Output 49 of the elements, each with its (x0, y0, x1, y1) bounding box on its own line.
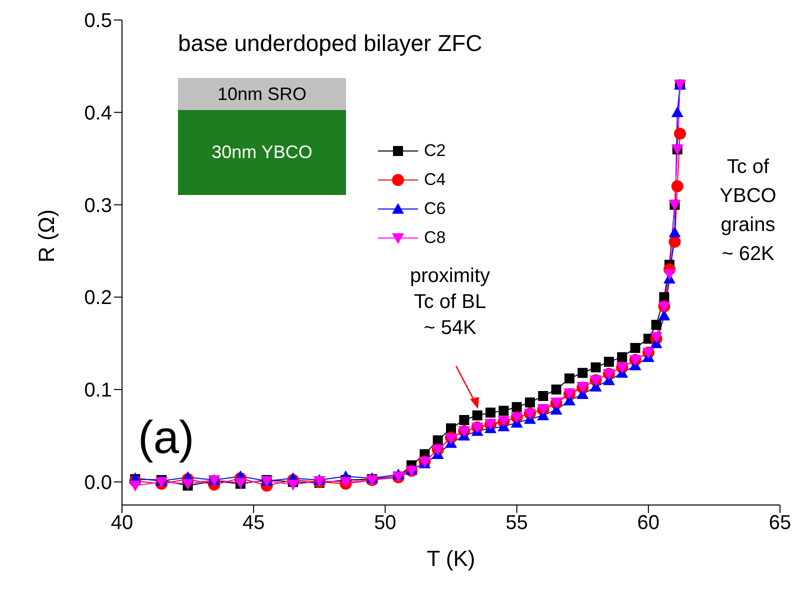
annotation: 10nm SRO (178, 78, 346, 110)
point (578, 368, 588, 378)
point (668, 226, 681, 238)
point (658, 310, 670, 320)
point (651, 320, 662, 330)
point (564, 373, 574, 384)
point (551, 384, 562, 395)
annotation: (a) (138, 410, 194, 464)
point (617, 352, 628, 362)
annotation: Tc of YBCO grains ~ 62K (718, 155, 778, 267)
point (538, 390, 548, 401)
legend-label: C6 (424, 198, 446, 218)
point (524, 397, 535, 408)
y-tick-label: 0.5 (84, 10, 112, 32)
y-tick-label: 0.1 (84, 380, 112, 402)
legend-label: C2 (424, 140, 446, 160)
annotation: base underdoped bilayer ZFC (178, 30, 482, 57)
point (485, 408, 496, 418)
y-tick-label: 0.3 (84, 194, 112, 217)
point (590, 362, 601, 372)
x-tick-label: 50 (374, 512, 396, 534)
point (674, 128, 686, 140)
point (512, 402, 522, 412)
x-tick-label: 65 (768, 512, 792, 534)
point (671, 106, 684, 118)
y-tick-label: 0.2 (84, 287, 112, 310)
x-axis-title: T (K) (426, 546, 476, 571)
x-tick-label: 45 (242, 512, 265, 534)
x-tick-label: 60 (637, 512, 660, 534)
point (459, 415, 470, 426)
point (663, 269, 676, 280)
y-axis-title: R (Ω) (34, 209, 59, 262)
legend-label: C8 (424, 228, 446, 248)
y-tick-label: 0.4 (84, 102, 112, 124)
annotation: 30nm YBCO (178, 110, 346, 195)
y-tick-label: 0.0 (84, 472, 112, 494)
point (129, 480, 142, 492)
point (604, 356, 614, 367)
legend-label: C4 (424, 170, 446, 190)
annotation: proximity Tc of BL ~ 54K (408, 264, 491, 341)
point (498, 406, 509, 416)
x-tick-label: 55 (506, 512, 528, 534)
point (659, 292, 670, 302)
point (671, 180, 684, 192)
point (287, 480, 300, 491)
point (472, 410, 482, 420)
point (630, 342, 640, 353)
x-tick-label: 40 (110, 512, 134, 534)
layer-stack: 10nm SRO 30nm YBCO (178, 78, 346, 195)
